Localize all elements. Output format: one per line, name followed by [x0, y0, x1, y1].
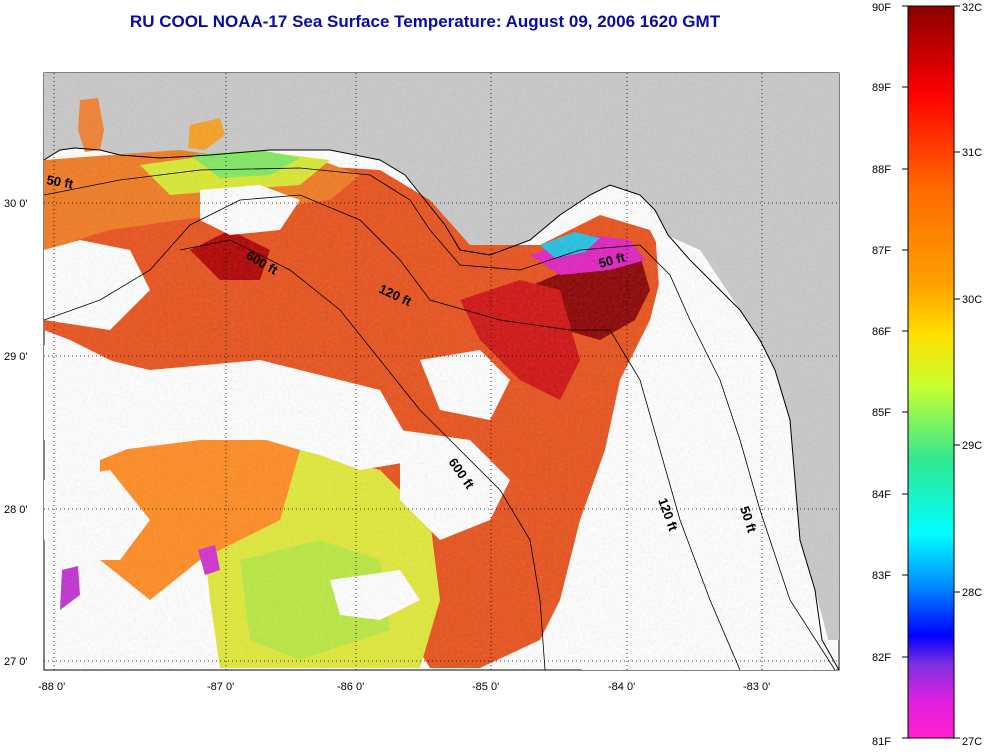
contour-50ft: [44, 167, 836, 670]
lon-tick-label: -84 0': [608, 681, 635, 693]
colorbar-c-label: 32C: [962, 2, 982, 14]
colorbar-c-label: 31C: [962, 147, 982, 159]
sst-map: 50 ft 600 ft 120 ft 50 ft 600 ft 120 ft …: [4, 72, 840, 693]
colorbar-c-label: 30C: [962, 294, 982, 306]
lon-tick-label: -87 0': [207, 681, 234, 693]
colorbar-f-label: 89F: [872, 82, 891, 94]
map-title: RU COOL NOAA-17 Sea Surface Temperature:…: [129, 12, 721, 31]
colorbar-f-label: 86F: [872, 326, 891, 338]
colorbar-f-label: 85F: [872, 407, 891, 419]
contour-label: 50 ft: [597, 249, 627, 271]
colorbar-f-label: 81F: [872, 736, 891, 748]
lon-tick-label: -88 0': [38, 681, 65, 693]
lon-tick-label: -86 0': [337, 681, 364, 693]
colorbar-gradient: [907, 5, 955, 739]
colorbar-f-label: 83F: [872, 570, 891, 582]
colorbar-f-label: 82F: [872, 652, 891, 664]
coastline: [44, 147, 839, 670]
contour-label: 50 ft: [45, 172, 75, 192]
colorbar-f-label: 87F: [872, 245, 891, 257]
lon-tick-label: -85 0': [472, 681, 499, 693]
lat-tick-label: 29 0': [4, 351, 28, 363]
map-grid: [44, 73, 839, 670]
lon-tick-label: -83 0': [743, 681, 770, 693]
lat-tick-label: 27 0': [4, 656, 28, 668]
colorbar-c-label: 27C: [962, 736, 982, 748]
lat-tick-label: 28 0': [4, 504, 28, 516]
contour-600ft: [179, 239, 546, 670]
colorbar-f-label: 84F: [872, 489, 891, 501]
colorbar-c-label: 29C: [962, 440, 982, 452]
colorbar-f-label: 88F: [872, 164, 891, 176]
contour-120ft: [44, 194, 741, 670]
lat-tick-label: 30 0': [4, 198, 28, 210]
colorbar-c-label: 28C: [962, 587, 982, 599]
colorbar-f-label: 90F: [872, 2, 891, 14]
